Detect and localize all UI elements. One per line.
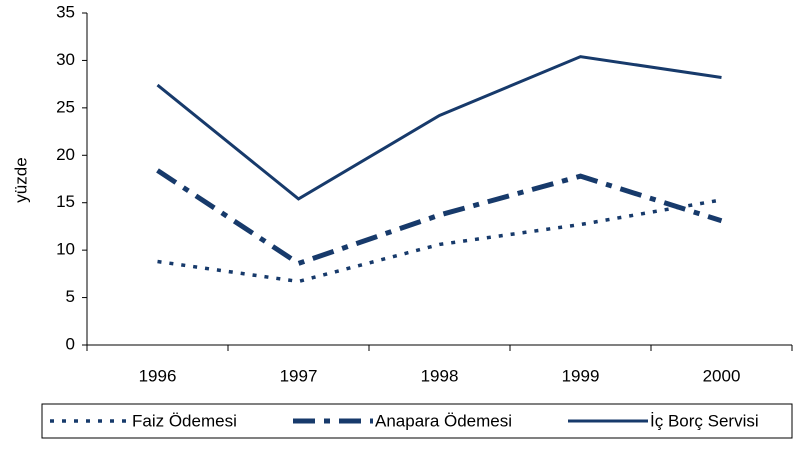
legend-box	[41, 403, 793, 439]
x-tick-label: 2000	[703, 366, 741, 385]
y-tick-label: 35	[56, 2, 75, 21]
series-line	[157, 198, 722, 284]
series-line	[156, 168, 723, 267]
y-tick-label: 30	[56, 50, 75, 69]
y-tick-label: 25	[56, 97, 75, 116]
y-tick-label: 15	[56, 192, 75, 211]
y-tick-label: 5	[66, 287, 75, 306]
y-tick-label: 20	[56, 145, 75, 164]
x-tick-label: 1997	[280, 366, 318, 385]
series-line	[156, 55, 722, 201]
legend-label: Anapara Ödemesi	[375, 411, 512, 430]
legend-label: Faiz Ödemesi	[132, 411, 237, 430]
x-tick-label: 1999	[562, 366, 600, 385]
legend-label: İç Borç Servisi	[650, 411, 759, 430]
y-tick-label: 10	[56, 240, 75, 259]
y-tick-label: 0	[66, 334, 75, 353]
x-tick-label: 1996	[139, 366, 177, 385]
y-axis-label: yüzde	[11, 157, 30, 202]
x-tick-label: 1998	[421, 366, 459, 385]
